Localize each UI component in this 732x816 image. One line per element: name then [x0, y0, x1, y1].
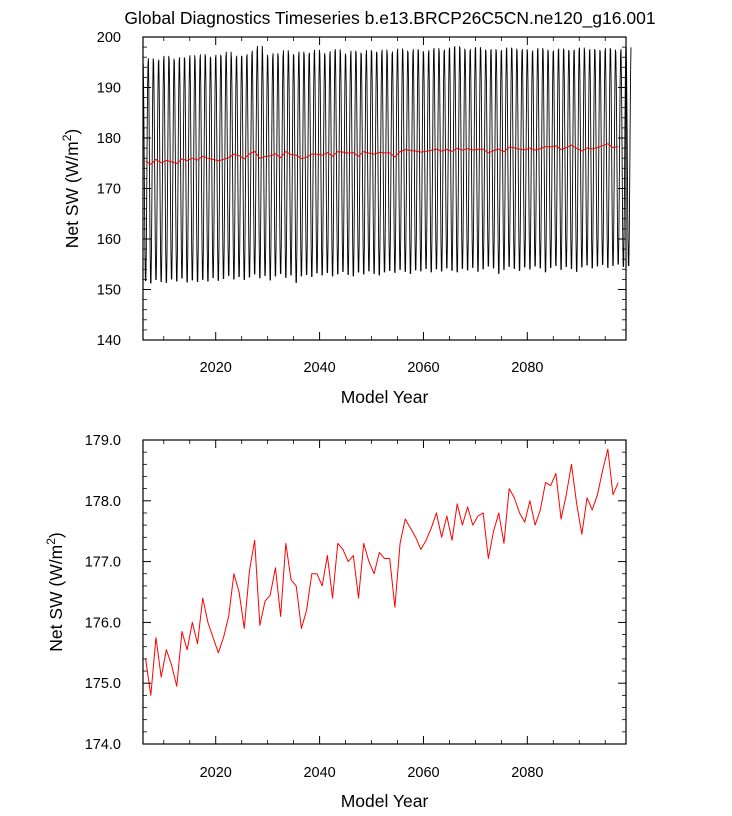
y-tick-label: 174.0 [85, 737, 121, 753]
y-axis-title: Net SW (W/m2) [60, 129, 82, 248]
y-tick-label: 178.0 [85, 494, 121, 510]
y-axis-title-close: ) [62, 129, 82, 135]
y-tick-label: 176.0 [85, 615, 121, 631]
y-tick-label: 170 [97, 182, 121, 198]
x-tick-label: 2080 [511, 360, 543, 376]
y-tick-label: 190 [97, 81, 121, 97]
y-tick-label: 140 [97, 333, 121, 349]
series-line-monthly [142, 45, 632, 284]
y-axis-title-superscript: 2 [44, 538, 58, 545]
page-title: Global Diagnostics Timeseries b.e13.BRCP… [124, 8, 655, 29]
x-axis-title: Model Year [341, 387, 429, 407]
y-axis-title-superscript: 2 [60, 134, 74, 141]
x-axis-title: Model Year [341, 791, 429, 811]
y-axis-title-close: ) [46, 532, 66, 538]
y-tick-label: 150 [97, 283, 121, 299]
y-tick-label: 160 [97, 232, 121, 248]
y-tick-label: 177.0 [85, 555, 121, 571]
annual-mean-chart: 174.0 175.0 176.0 177.0 178.0 179.0 2020 2040 20… [44, 433, 627, 811]
y-tick-label: 179.0 [85, 433, 121, 449]
monthly-timeseries-chart: 140 150 160 170 180 190 200 2020 2040 2060 2080 Mod… [60, 30, 632, 407]
y-axis-title: Net SW (W/m2) [44, 532, 66, 651]
x-tick-label: 2060 [407, 765, 439, 781]
x-tick-label: 2080 [511, 765, 543, 781]
x-tick-label: 2040 [303, 360, 335, 376]
x-tick-label: 2020 [200, 765, 232, 781]
y-axis-title-main: Net SW (W/m [62, 141, 82, 248]
series-line-annual-mean [145, 143, 619, 165]
y-tick-label: 175.0 [85, 676, 121, 692]
x-tick-label: 2060 [407, 360, 439, 376]
plot-frame [142, 439, 627, 745]
series-line-annual-mean [145, 448, 619, 696]
y-tick-label: 200 [97, 30, 121, 46]
y-tick-label: 180 [97, 131, 121, 147]
x-tick-label: 2020 [200, 360, 232, 376]
y-axis-title-main: Net SW (W/m [46, 545, 66, 652]
x-tick-label: 2040 [303, 765, 335, 781]
